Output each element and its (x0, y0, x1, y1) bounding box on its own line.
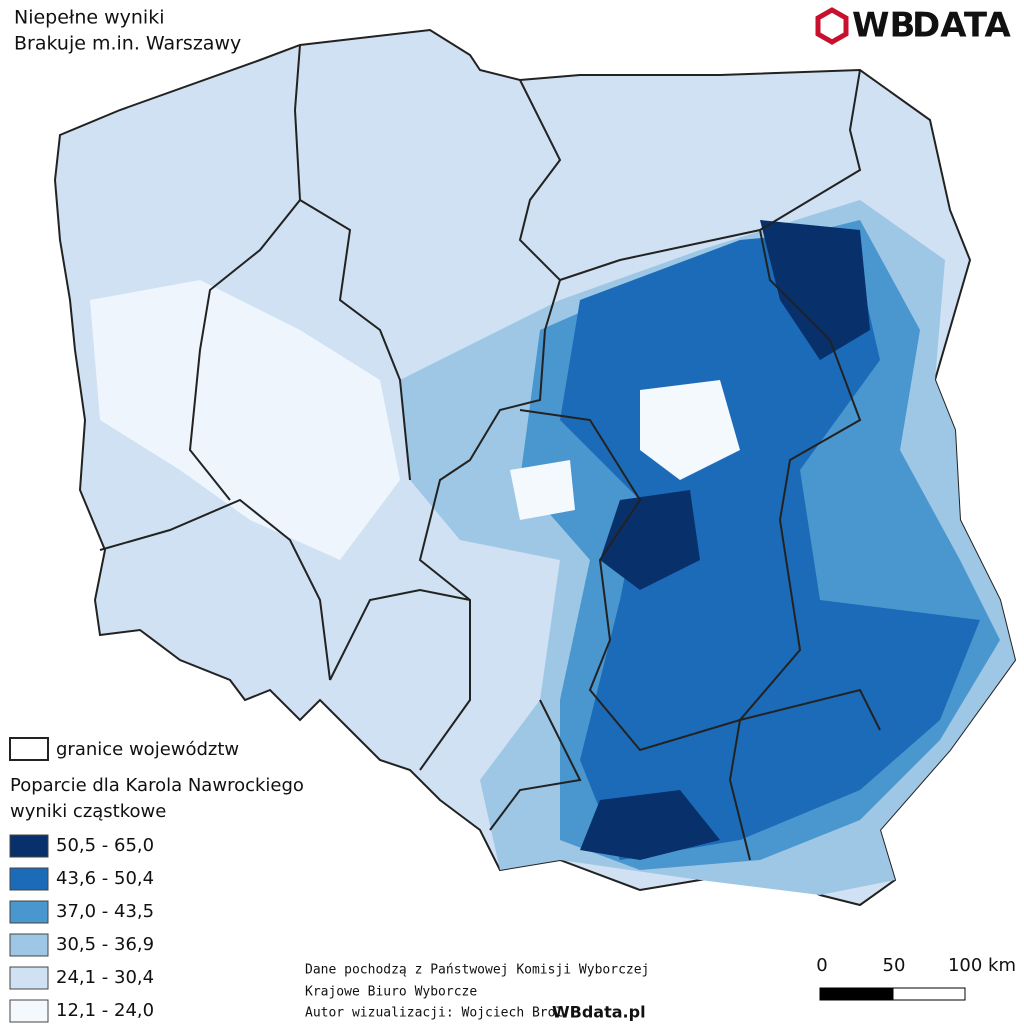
border (329, 588, 471, 681)
legend-label: 43,6 - 50,4 (56, 868, 154, 889)
border (99, 498, 331, 681)
legend-swatch (9, 867, 49, 891)
credit-site: WBdata.pl (552, 1003, 646, 1022)
legend-classes: 50,5 - 65,0 43,6 - 50,4 37,0 - 43,5 30,5 - … (9, 834, 154, 1023)
border (489, 699, 582, 831)
region-fill (600, 490, 700, 590)
border (188, 44, 302, 501)
title-line: Niepełne wyniki (14, 7, 165, 29)
scale-segment (892, 987, 966, 1001)
scale-bar: 0 50 100 km (816, 955, 1016, 1001)
legend-label: 12,1 - 24,0 (56, 1000, 154, 1021)
logo: WB DATA (815, 6, 1011, 46)
boundary-swatch (9, 737, 49, 761)
legend-swatch (9, 900, 49, 924)
title-line: Brakuje m.in. Warszawy (14, 33, 241, 55)
scale-tick: 50 (883, 955, 906, 976)
scale-tick: 100 km (948, 955, 1016, 976)
legend-label: 30,5 - 36,9 (56, 934, 154, 955)
border (728, 229, 862, 861)
legend-title: wyniki cząstkowe (10, 801, 166, 822)
logo-prefix: WB (852, 6, 915, 46)
region-fill (640, 380, 740, 480)
legend-label: 50,5 - 65,0 (56, 835, 154, 856)
border (299, 199, 411, 481)
credits: Dane pochodzą z Państwowej Komisji Wybor… (305, 963, 649, 1022)
legend-label: 24,1 - 30,4 (56, 967, 154, 988)
map (53, 28, 1017, 907)
credit-author: Autor wizualizacji: Wojciech Brol (305, 1006, 563, 1021)
logo-icon (815, 7, 849, 45)
border (559, 69, 862, 281)
region-fill (90, 280, 400, 560)
border (519, 409, 881, 752)
legend-swatch (9, 834, 49, 858)
voivodeship-borders (99, 44, 881, 861)
border (418, 79, 562, 771)
legend-title: Poparcie dla Karola Nawrockiego (10, 775, 304, 796)
region-fill (580, 790, 720, 860)
region-fill (510, 460, 575, 520)
credit-line: Krajowe Biuro Wyborcze (305, 985, 477, 1000)
credit-line: Dane pochodzą z Państwowej Komisji Wybor… (305, 963, 649, 978)
legend-label: 37,0 - 43,5 (56, 901, 154, 922)
region-fill (760, 220, 870, 360)
legend-swatch (9, 933, 49, 957)
logo-suffix: DATA (912, 6, 1011, 46)
legend-swatch (9, 999, 49, 1023)
scale-segment (819, 987, 894, 1001)
scale-tick: 0 (816, 955, 827, 976)
legend-swatch (9, 966, 49, 990)
boundary-label: granice województw (56, 739, 239, 760)
